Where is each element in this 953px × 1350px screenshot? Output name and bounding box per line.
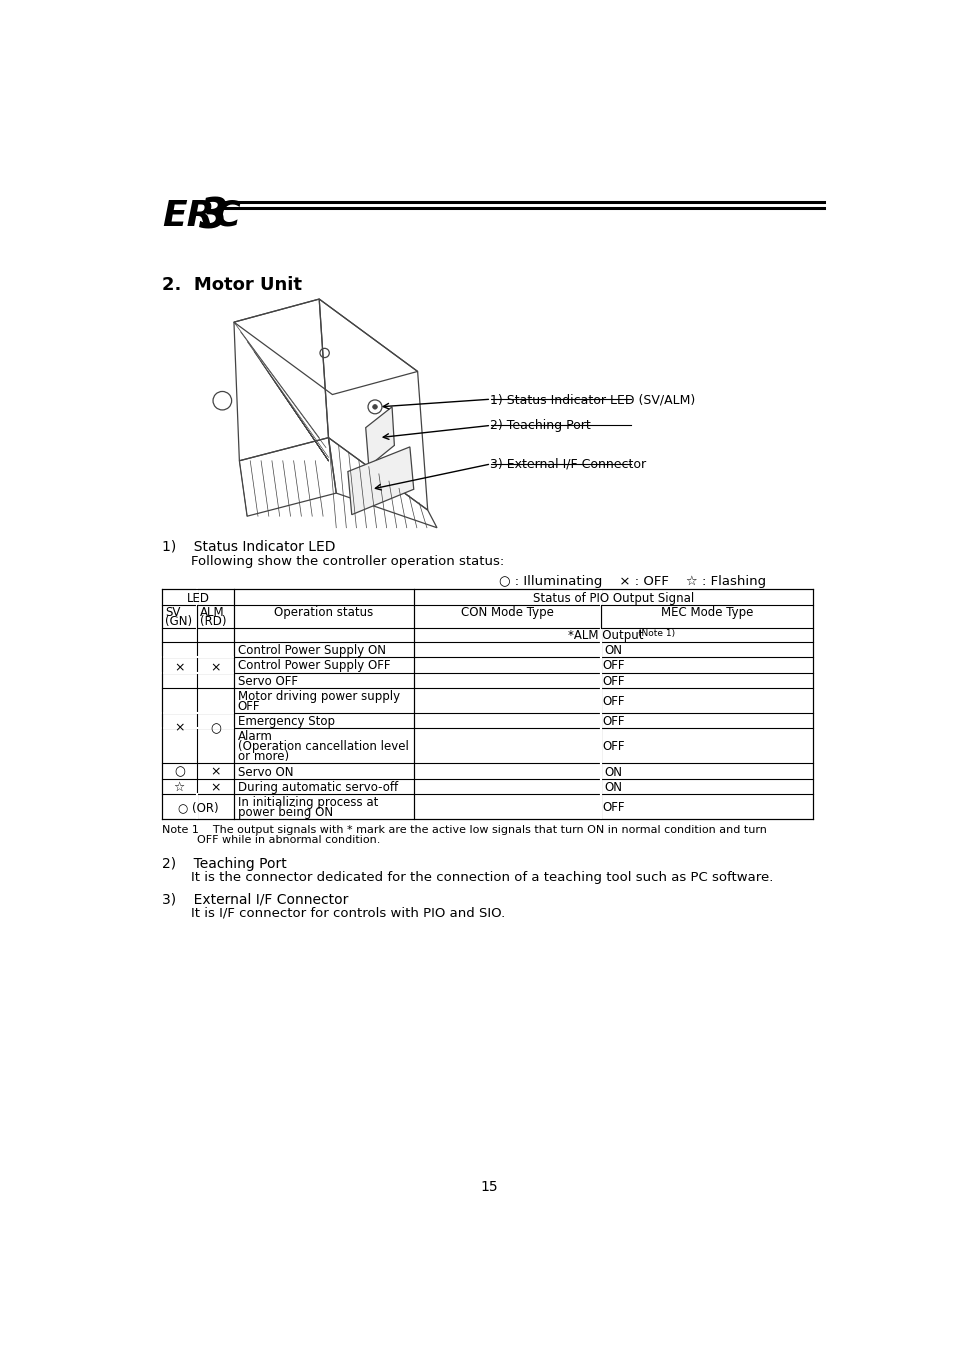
Text: OFF: OFF [601,716,624,728]
Text: 3)    External I/F Connector: 3) External I/F Connector [162,892,348,907]
Text: ○ : Illuminating    × : OFF    ☆ : Flashing: ○ : Illuminating × : OFF ☆ : Flashing [498,575,765,589]
Text: Operation status: Operation status [274,606,373,620]
Text: ON: ON [603,765,621,779]
Text: Servo ON: Servo ON [237,765,293,779]
Text: or more): or more) [237,751,289,763]
Text: 3: 3 [199,196,228,238]
Text: OFF: OFF [237,701,260,713]
Text: ×: × [210,765,220,779]
Text: ×: × [173,722,184,734]
Text: ON: ON [603,644,621,657]
Text: OFF: OFF [601,695,624,707]
Text: ○: ○ [210,722,220,734]
Text: In initializing process at: In initializing process at [237,796,377,810]
Text: 2) Teaching Port: 2) Teaching Port [489,420,590,432]
Text: ○: ○ [173,765,185,779]
Text: (Note 1): (Note 1) [638,629,675,637]
Text: CON Mode Type: CON Mode Type [460,606,554,620]
Text: Control Power Supply ON: Control Power Supply ON [237,644,385,657]
Text: Note 1    The output signals with * mark are the active low signals that turn ON: Note 1 The output signals with * mark ar… [162,825,766,834]
Text: LED: LED [186,591,210,605]
Circle shape [373,405,377,409]
Text: ×: × [173,662,184,674]
Text: Alarm: Alarm [237,730,273,744]
Text: power being ON: power being ON [237,806,333,819]
Text: ×: × [210,782,220,794]
Text: It is the connector dedicated for the connection of a teaching tool such as PC s: It is the connector dedicated for the co… [191,871,772,884]
Text: It is I/F connector for controls with PIO and SIO.: It is I/F connector for controls with PI… [191,907,504,919]
Text: 15: 15 [479,1180,497,1193]
Polygon shape [348,447,414,514]
Text: ○ (OR): ○ (OR) [177,801,218,814]
Text: OFF: OFF [601,675,624,687]
Text: ×: × [210,662,220,674]
Text: Emergency Stop: Emergency Stop [237,716,335,728]
Text: 3) External I/F Connector: 3) External I/F Connector [489,458,645,471]
Text: Servo OFF: Servo OFF [237,675,297,687]
Text: (Operation cancellation level: (Operation cancellation level [237,740,408,753]
Text: (GN): (GN) [165,614,192,628]
Text: ON: ON [603,782,621,794]
Text: 2)    Teaching Port: 2) Teaching Port [162,857,286,871]
Text: OFF: OFF [601,801,624,814]
Text: (RD): (RD) [199,614,226,628]
Text: OFF: OFF [601,740,624,753]
Text: MEC Mode Type: MEC Mode Type [660,606,753,620]
Text: SV: SV [165,606,180,620]
Text: 2.  Motor Unit: 2. Motor Unit [162,275,301,294]
Text: 1) Status Indicator LED (SV/ALM): 1) Status Indicator LED (SV/ALM) [489,393,694,406]
Text: ALM: ALM [199,606,224,620]
Polygon shape [365,406,394,466]
Text: *ALM Output: *ALM Output [567,629,642,643]
Text: Status of PIO Output Signal: Status of PIO Output Signal [532,591,693,605]
Text: Control Power Supply OFF: Control Power Supply OFF [237,659,390,672]
Text: Following show the controller operation status:: Following show the controller operation … [191,555,503,568]
Text: ☆: ☆ [173,782,185,794]
Text: OFF: OFF [601,659,624,672]
Text: During automatic servo-off: During automatic servo-off [237,782,397,794]
Text: OFF while in abnormal condition.: OFF while in abnormal condition. [162,836,380,845]
Text: ERC: ERC [162,198,240,234]
Text: Motor driving power supply: Motor driving power supply [237,690,399,703]
Text: 1)    Status Indicator LED: 1) Status Indicator LED [162,539,335,553]
